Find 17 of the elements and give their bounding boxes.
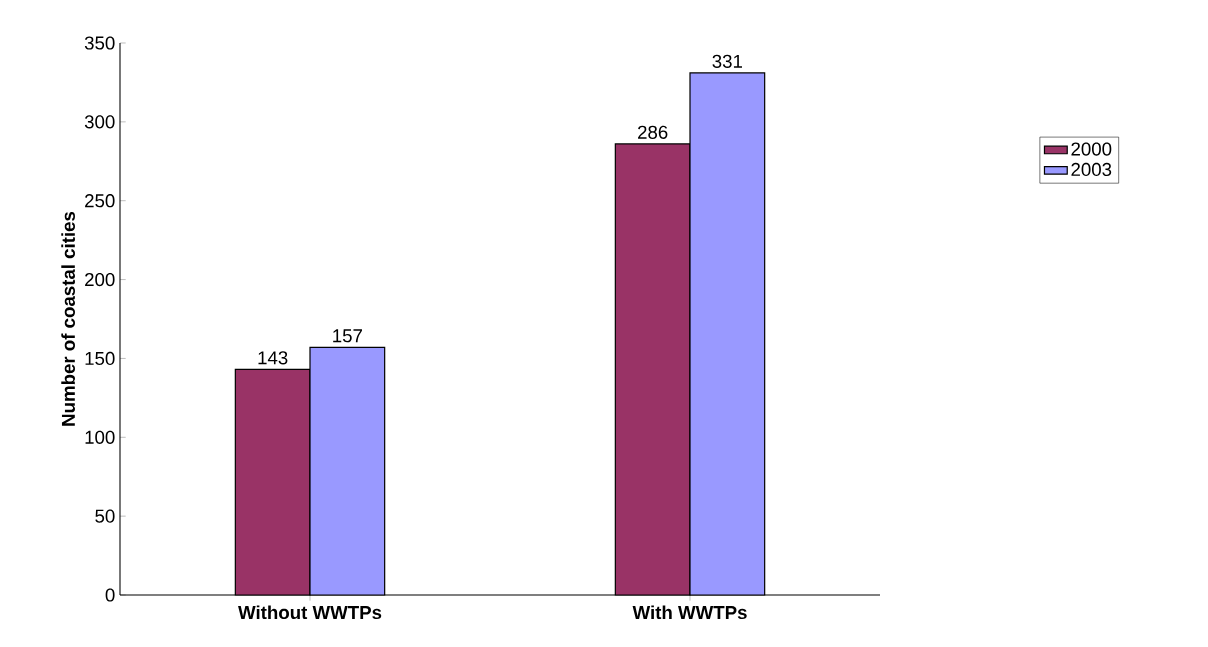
x-tick-label: Without WWTPs (238, 605, 382, 620)
y-tick-label: 300 (84, 115, 115, 129)
y-tick-label: 250 (85, 194, 115, 208)
y-tick-label: 150 (85, 351, 115, 366)
y-tick-label: 50 (95, 509, 115, 523)
y-tick-label: 100 (85, 430, 115, 444)
legend-label: 2000 (1071, 142, 1112, 156)
y-axis-title: Number of coastal cities (61, 211, 75, 426)
data-label: 157 (333, 329, 362, 343)
x-tick-label: With WWTPs (632, 605, 747, 620)
y-tick-label: 200 (85, 272, 115, 287)
data-label: 143 (258, 351, 288, 365)
data-label: 331 (712, 54, 742, 68)
legend-label: 2003 (1071, 162, 1112, 177)
data-label: 286 (638, 125, 668, 139)
y-tick-label: 350 (84, 36, 115, 50)
y-tick-label: 0 (105, 588, 115, 602)
